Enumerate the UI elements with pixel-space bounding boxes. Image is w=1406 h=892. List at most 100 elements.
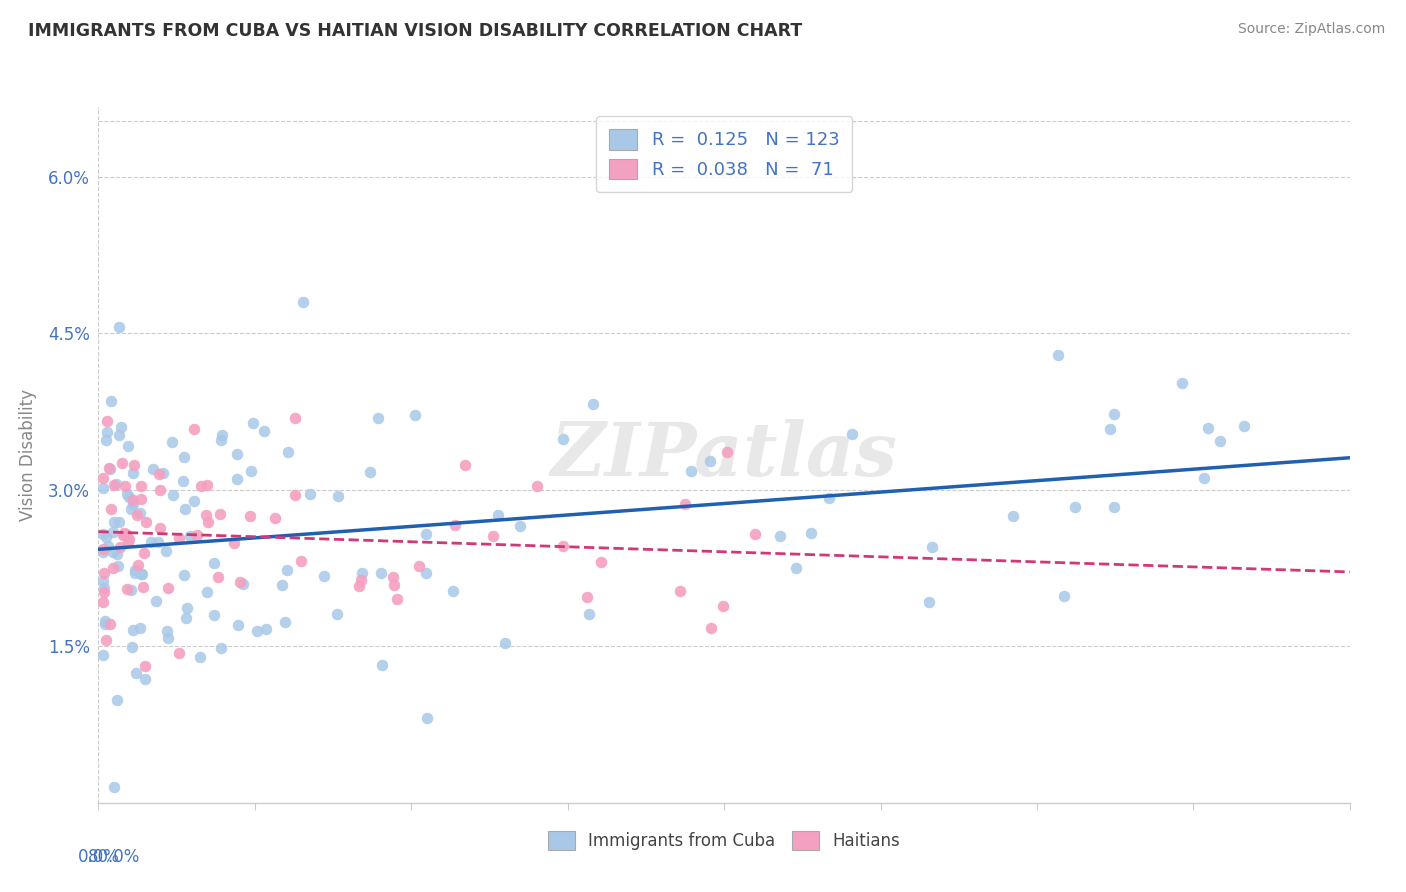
Point (91, 541, 114, 556)
Point (1104, 408, 1126, 422)
Point (94, 433, 117, 447)
Text: Source: ZipAtlas.com: Source: ZipAtlas.com (1237, 22, 1385, 37)
Point (148, 467, 170, 481)
Point (111, 456, 134, 470)
Point (195, 478, 218, 492)
Point (382, 578, 405, 592)
Point (156, 624, 179, 638)
Point (526, 479, 548, 493)
Point (96, 425, 118, 439)
Point (148, 535, 170, 549)
Text: 0.0%: 0.0% (77, 848, 120, 866)
Point (482, 529, 505, 543)
Point (108, 427, 131, 442)
Point (129, 507, 152, 521)
Point (117, 439, 139, 453)
Point (173, 450, 195, 464)
Point (371, 658, 394, 673)
Point (225, 472, 247, 486)
Point (276, 563, 298, 577)
Y-axis label: Vision Disability: Vision Disability (18, 389, 37, 521)
Point (134, 672, 156, 686)
Point (263, 511, 285, 525)
Point (104, 476, 127, 491)
Point (91, 648, 114, 662)
Point (190, 649, 212, 664)
Point (176, 600, 198, 615)
Point (131, 580, 153, 594)
Point (387, 591, 409, 606)
Point (415, 527, 437, 541)
Point (112, 528, 135, 542)
Point (100, 394, 122, 409)
Point (494, 636, 516, 650)
Point (183, 422, 205, 436)
Point (91, 595, 114, 609)
Point (160, 434, 183, 449)
Point (284, 488, 307, 502)
Point (96, 414, 118, 428)
Point (134, 515, 156, 529)
Point (124, 563, 146, 577)
Point (408, 558, 430, 573)
Point (486, 508, 509, 522)
Point (91, 481, 114, 495)
Point (917, 595, 939, 609)
Point (190, 479, 212, 493)
Point (131, 479, 153, 493)
Point (292, 294, 315, 309)
Point (107, 559, 129, 574)
Point (152, 466, 174, 480)
Point (122, 467, 145, 481)
Point (211, 427, 233, 442)
Point (359, 465, 381, 479)
Point (349, 573, 371, 587)
Point (103, 780, 125, 794)
Point (114, 478, 136, 492)
Point (173, 502, 195, 516)
Point (673, 498, 696, 512)
Point (149, 483, 172, 497)
Point (91, 471, 114, 485)
Point (179, 529, 201, 543)
Point (226, 447, 249, 461)
Point (228, 618, 250, 632)
Point (101, 525, 124, 540)
Point (100, 502, 122, 516)
Point (112, 525, 135, 540)
Point (122, 497, 145, 511)
Point (108, 515, 131, 529)
Point (141, 534, 163, 549)
Point (1192, 471, 1215, 485)
Point (134, 658, 156, 673)
Point (1233, 418, 1256, 433)
Point (122, 458, 145, 472)
Point (553, 540, 575, 554)
Point (209, 640, 232, 655)
Point (921, 540, 943, 554)
Point (350, 566, 373, 581)
Point (284, 411, 307, 425)
Point (1102, 500, 1125, 514)
Point (1053, 590, 1076, 604)
Point (91, 526, 114, 541)
Point (202, 556, 225, 570)
Point (125, 665, 148, 680)
Point (290, 553, 312, 567)
Point (91, 545, 114, 559)
Point (207, 569, 229, 583)
Point (202, 607, 225, 622)
Point (817, 491, 839, 506)
Point (416, 711, 439, 725)
Point (183, 494, 205, 508)
Point (366, 411, 388, 425)
Point (93, 566, 115, 580)
Point (312, 568, 335, 582)
Point (124, 566, 146, 580)
Point (149, 521, 172, 535)
Point (157, 631, 180, 645)
Point (117, 582, 139, 597)
Point (711, 599, 734, 613)
Point (108, 541, 131, 555)
Point (173, 568, 195, 582)
